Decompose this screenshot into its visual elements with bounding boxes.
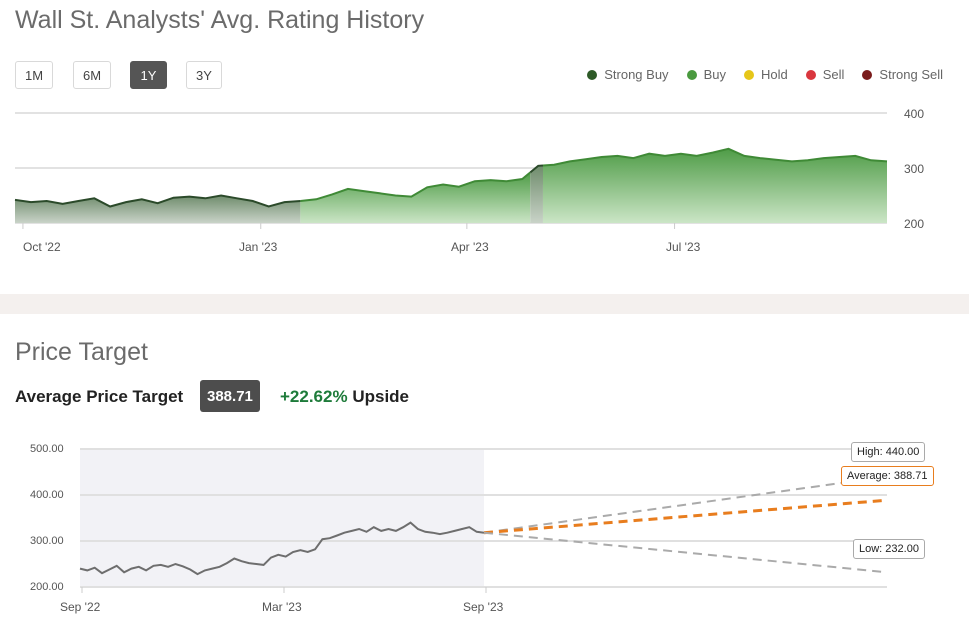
rating-area-buy (300, 172, 531, 223)
price-line-buy (300, 171, 531, 202)
buy-dot-icon (686, 69, 697, 80)
average-target-line (483, 498, 888, 535)
rating-history-title: Wall St. Analysts' Avg. Rating History (15, 6, 425, 34)
range-1m-button[interactable]: 1M (15, 61, 53, 89)
low-target-tooltip: Low: 232.00 (853, 539, 925, 559)
history-shading (80, 449, 484, 587)
legend-hold[interactable]: Hold (743, 67, 788, 82)
upside-percent: +22.62% (280, 387, 348, 406)
rating-history-chart (14, 112, 888, 229)
average-price-target-label: Average Price Target (15, 387, 184, 406)
range-1y-button[interactable]: 1Y (130, 61, 167, 89)
y-tick: 300 (904, 162, 925, 176)
high-target-tooltip: High: 440.00 (851, 442, 926, 462)
rating-area-strong-buy (15, 195, 301, 223)
x-tick: Sep '22 (60, 600, 101, 614)
strong-sell-dot-icon (862, 69, 873, 80)
y-tick: 400.00 (30, 489, 64, 501)
price-line-buy (542, 147, 888, 167)
x-tick: Jul '23 (666, 240, 701, 254)
rating-area-buy (542, 148, 887, 223)
sell-dot-icon (805, 69, 816, 80)
strong-buy-dot-icon (587, 69, 598, 80)
legend-label: Strong Buy (604, 67, 669, 82)
x-tick: Sep '23 (463, 600, 504, 614)
rating-area-strong-buy (530, 165, 543, 223)
legend-buy[interactable]: Buy (686, 67, 726, 82)
x-tick: Mar '23 (262, 600, 302, 614)
y-tick: 400 (904, 107, 925, 121)
average-price-target-badge: 388.71 (200, 380, 260, 412)
price-history-line (79, 521, 485, 576)
hold-dot-icon (743, 69, 754, 80)
legend-label: Buy (703, 67, 726, 82)
price-line-strong-buy (14, 194, 301, 208)
legend-sell[interactable]: Sell (805, 67, 845, 82)
upside-text: +22.62% Upside (280, 387, 409, 407)
legend-label: Strong Sell (879, 67, 943, 82)
legend-strong-buy[interactable]: Strong Buy (587, 67, 669, 82)
low-target-line (483, 531, 888, 574)
y-tick: 200 (904, 217, 925, 231)
range-6m-button[interactable]: 6M (73, 61, 111, 89)
y-tick: 200.00 (30, 581, 64, 593)
upside-word: Upside (352, 387, 410, 406)
y-tick: 500.00 (30, 443, 64, 455)
y-tick: 300.00 (30, 535, 64, 547)
range-3y-button[interactable]: 3Y (186, 61, 222, 89)
price-target-title: Price Target (15, 338, 148, 366)
legend-label: Hold (760, 67, 788, 82)
x-tick: Apr '23 (451, 240, 489, 254)
x-tick: Jan '23 (239, 240, 278, 254)
legend-strong-sell[interactable]: Strong Sell (862, 67, 943, 82)
legend-label: Sell (822, 67, 845, 82)
price-line-strong-buy (529, 164, 544, 174)
x-tick: Oct '22 (23, 240, 61, 254)
rating-legend: Strong Buy Buy Hold Sell Strong Sell (587, 67, 943, 82)
section-divider (0, 294, 969, 314)
high-target-line (483, 475, 888, 534)
average-target-tooltip: Average: 388.71 (841, 466, 934, 486)
